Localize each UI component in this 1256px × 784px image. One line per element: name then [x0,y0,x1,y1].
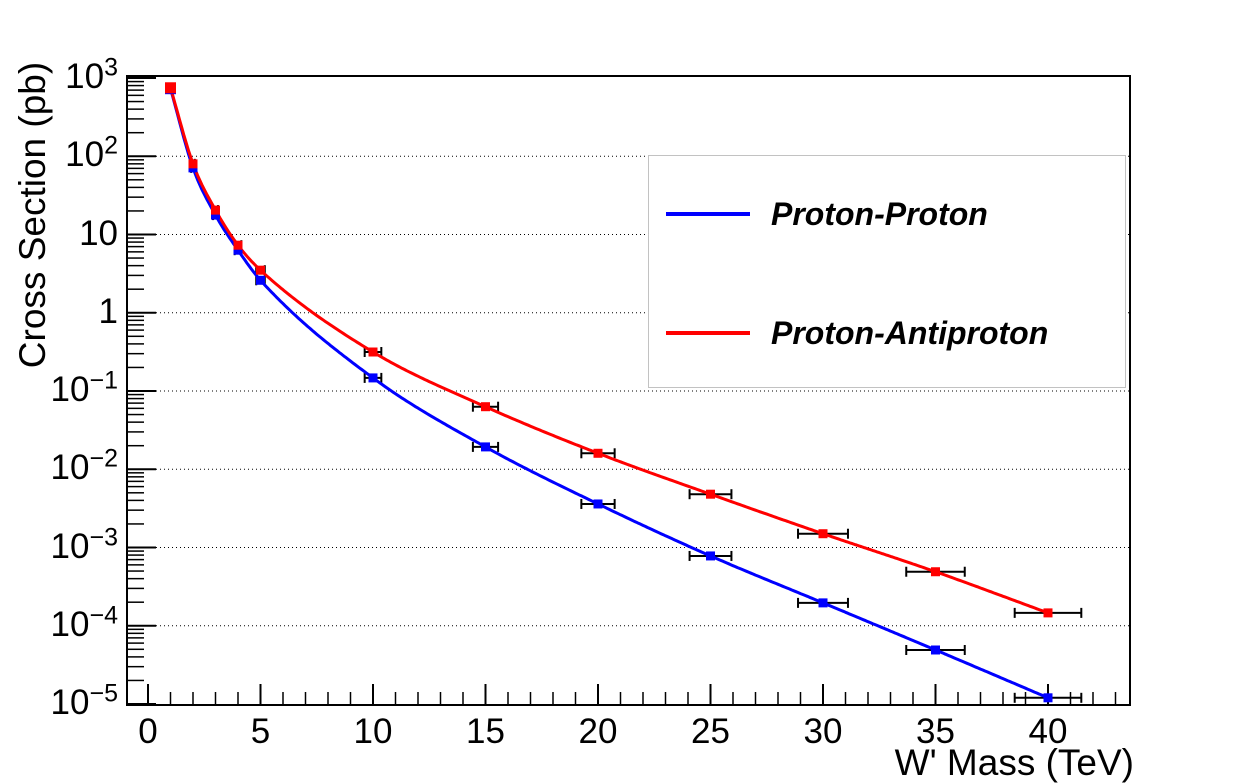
legend-entry-proton-antiproton: Proton-Antiproton [666,315,1048,351]
plot-frame [126,75,1131,706]
x-tick-label-0: 0 [138,712,158,751]
y-axis-ticks [128,77,156,705]
legend-label-proton-antiproton: Proton-Antiproton [771,314,1049,351]
x-tick-label-5: 5 [250,712,271,751]
legend-line-sample-blue [666,212,750,216]
legend-line-sample-red [666,331,750,335]
y-tick-label-1e-4: 10−4 [50,601,118,644]
series-curve-proton-proton [169,87,1050,700]
grid-lines [128,155,1129,627]
x-tick-label-25: 25 [691,712,730,751]
y-tick-label-1e-2: 10−2 [50,444,118,488]
x-tick-label-40: 40 [1028,712,1068,751]
y-tick-label-1e1: 10 [79,213,118,253]
series-curve-proton-antiproton [169,86,1050,615]
x-tick-label-10: 10 [353,712,393,751]
legend: Proton-Proton Proton-Antiproton [648,155,1126,388]
legend-label-proton-proton: Proton-Proton [771,195,988,232]
legend-entry-proton-proton: Proton-Proton [666,196,988,232]
y-tick-label-1e-1: 10−1 [50,366,118,409]
x-tick-label-20: 20 [578,712,618,751]
x-tick-label-35: 35 [916,712,955,751]
y-tick-label-1e0: 1 [98,291,118,331]
y-tick-label-1e2: 102 [65,131,118,175]
y-axis-title: Cross Section (pb) [12,61,53,369]
x-tick-label-30: 30 [803,712,843,751]
y-tick-label-1e-3: 10−3 [50,522,118,566]
y-tick-label-1e3: 103 [65,53,118,96]
x-tick-label-15: 15 [466,712,505,751]
series-markers-proton-antiproton [165,82,1053,618]
x-axis-ticks [147,684,1117,704]
y-tick-label-1e-5: 10−5 [50,679,118,722]
x-axis-title: W' Mass (TeV) [894,742,1134,783]
